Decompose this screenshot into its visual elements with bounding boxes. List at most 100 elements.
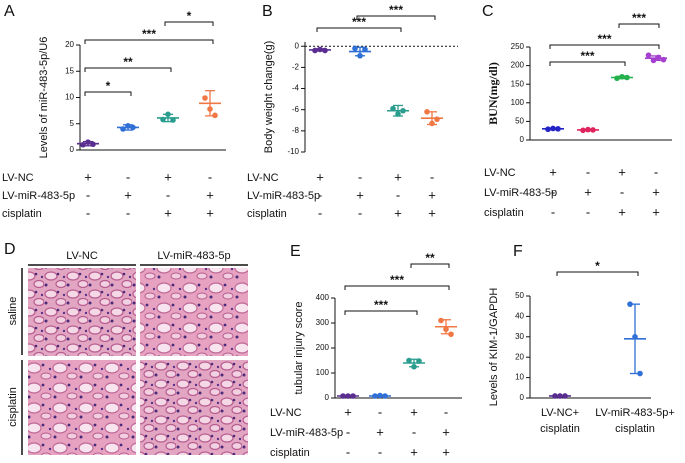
panel-d: D LV-NC LV-miR-483-5p saline cisplatin	[4, 241, 248, 455]
condition-mark: -	[551, 184, 555, 199]
significance-bracket	[618, 23, 660, 28]
data-point	[312, 47, 318, 54]
y-axis-title: Levels of KIM-1/GAPDH	[488, 288, 500, 407]
data-point	[660, 56, 667, 63]
condition-mark: -	[346, 424, 350, 439]
data-point	[125, 123, 131, 129]
condition-mark: +	[428, 187, 436, 202]
data-point	[637, 370, 643, 377]
panel-letter: B	[262, 3, 273, 20]
data-point	[362, 46, 368, 53]
y-tick-label: 0	[70, 145, 75, 154]
y-tick-label: 100	[316, 368, 330, 377]
significance-label: **	[123, 55, 133, 69]
data-point	[434, 116, 440, 123]
condition-label: LV-NC	[484, 167, 516, 179]
condition-mark: +	[618, 204, 626, 219]
significance-label: ***	[390, 273, 404, 287]
condition-mark: +	[84, 169, 92, 184]
panel-letter: C	[482, 3, 494, 20]
data-point	[382, 393, 388, 399]
significance-label: *	[106, 79, 111, 93]
significance-label: ***	[352, 15, 366, 29]
data-point	[655, 54, 662, 61]
y-tick-label: -6	[292, 105, 300, 114]
x-tick-label: LV-NC+	[541, 407, 579, 419]
data-point	[411, 363, 417, 370]
y-tick-label: 150	[511, 79, 525, 88]
y-tick-label: 300	[316, 318, 330, 327]
condition-label: LV-miR-483-5p	[247, 190, 320, 202]
condition-label: cisplatin	[2, 208, 42, 220]
condition-mark: -	[586, 164, 590, 179]
y-tick-label: 50	[515, 291, 524, 300]
condition-mark: +	[356, 187, 364, 202]
data-point	[377, 392, 383, 399]
significance-bracket	[344, 310, 418, 315]
condition-mark: -	[378, 404, 382, 419]
significance-bracket	[164, 21, 214, 26]
condition-label: LV-NC	[2, 172, 34, 184]
data-point	[202, 95, 208, 101]
condition-mark: -	[620, 184, 624, 199]
condition-mark: -	[412, 424, 416, 439]
data-point	[372, 393, 378, 399]
y-tick-label: 0	[520, 135, 525, 144]
column-label: LV-NC	[66, 250, 98, 262]
y-tick-label: -4	[292, 84, 300, 93]
y-tick-label: 0	[325, 393, 330, 402]
significance-bracket	[556, 271, 639, 276]
data-point	[448, 331, 454, 338]
panel-letter: D	[4, 241, 16, 258]
y-tick-label: 10	[65, 93, 74, 102]
data-point	[557, 393, 563, 399]
y-tick-label: 15	[65, 66, 74, 75]
condition-mark: +	[164, 169, 172, 184]
condition-mark: -	[654, 164, 658, 179]
condition-mark: +	[124, 187, 132, 202]
condition-mark: -	[396, 187, 400, 202]
histology-image	[140, 360, 248, 455]
condition-label: LV-miR-483-5p	[270, 427, 343, 439]
data-point	[160, 116, 166, 123]
y-tick-label: 0	[520, 393, 525, 402]
significance-bracket	[84, 91, 132, 96]
data-point	[165, 111, 171, 118]
data-point	[424, 109, 430, 115]
condition-mark: +	[316, 169, 324, 184]
data-point	[650, 57, 657, 64]
data-point	[395, 111, 401, 117]
condition-mark: -	[86, 187, 90, 202]
histology-image	[140, 268, 248, 356]
condition-label: cisplatin	[484, 207, 524, 219]
condition-mark: +	[394, 205, 402, 220]
data-point	[130, 124, 136, 131]
y-tick-label: 5	[70, 119, 75, 128]
data-point	[85, 139, 91, 145]
condition-mark: +	[394, 169, 402, 184]
condition-mark: -	[86, 205, 90, 220]
y-tick-label: 10	[515, 373, 524, 382]
data-point	[80, 141, 86, 148]
y-tick-label: 0	[295, 41, 300, 50]
condition-mark: +	[410, 444, 418, 459]
significance-bracket	[84, 67, 172, 72]
data-point	[619, 73, 625, 80]
data-point	[120, 126, 126, 132]
y-tick-label: -2	[292, 62, 300, 71]
histology-image	[28, 268, 136, 356]
y-tick-label: -8	[292, 126, 300, 135]
x-tick-label: cisplatin	[615, 423, 655, 435]
y-tick-label: 20	[515, 352, 524, 361]
condition-mark: +	[410, 404, 418, 419]
data-point	[429, 120, 435, 127]
y-tick-label: 50	[515, 117, 524, 126]
data-point	[645, 52, 652, 58]
condition-mark: +	[618, 164, 626, 179]
row-label: cisplatin	[7, 387, 19, 427]
condition-mark: +	[206, 205, 214, 220]
significance-bracket	[344, 285, 450, 290]
y-tick-label: -10	[287, 147, 299, 156]
significance-bracket	[84, 39, 214, 44]
data-point	[207, 106, 213, 112]
